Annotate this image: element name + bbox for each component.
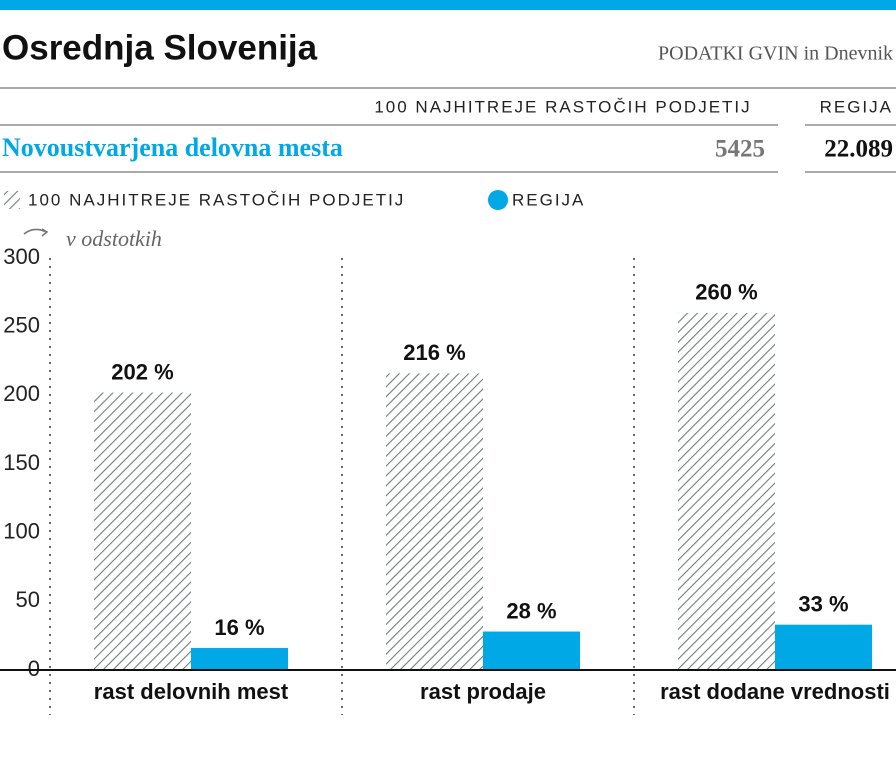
y-tick-label: 250 [3,312,40,337]
value-label: 16 % [214,615,264,640]
value-label: 202 % [111,359,173,384]
cell: 22.089 [824,136,893,163]
chart-title: Osrednja Slovenija [2,28,318,67]
value-label: 216 % [403,340,465,365]
annotation-arrow [41,228,49,237]
bar [678,312,775,670]
value-label: 28 % [506,598,556,623]
source: PODATKI GVIN in Dnevnik [658,43,893,65]
y-tick-label: 300 [3,244,40,269]
row-label: Novoustvarjena delovna mesta [2,133,343,162]
bar [191,648,288,670]
x-tick-label: rast prodaje [420,679,546,704]
y-tick-label: 150 [3,450,40,475]
cell: 5425 [715,136,765,163]
y-tick-label: 100 [3,518,40,543]
y-tick-label: 0 [28,656,40,681]
x-tick-label: rast dodane vrednosti [660,679,890,704]
column-header: 100 NAJHITREJE RASTOČIH PODJETIJ [374,97,751,116]
y-tick-label: 200 [3,381,40,406]
value-label: 260 % [695,280,757,305]
top-bar [0,0,896,10]
bar [775,624,872,670]
bar [386,373,483,670]
legend-swatch [488,190,508,210]
bar [483,631,580,670]
column-header: REGIJA [820,97,893,116]
bar [94,392,191,670]
legend-label: REGIJA [512,190,585,209]
legend-swatch [4,191,20,209]
legend-label: 100 NAJHITREJE RASTOČIH PODJETIJ [28,190,405,209]
y-tick-label: 50 [16,587,40,612]
value-label: 33 % [798,591,848,616]
annotation-arrow [23,228,47,235]
x-tick-label: rast delovnih mest [94,679,289,704]
annotation: v odstotkih [66,226,162,251]
